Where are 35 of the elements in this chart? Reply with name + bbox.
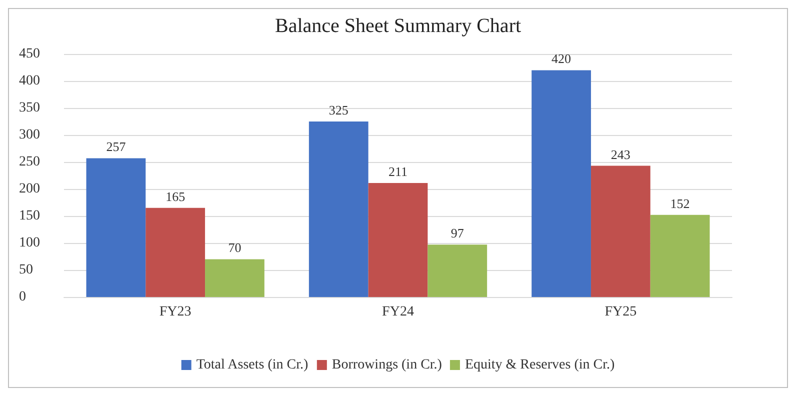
y-tick-label: 450 — [19, 46, 40, 62]
data-label: 325 — [328, 102, 348, 118]
y-tick-label: 400 — [19, 74, 40, 88]
y-tick-label: 200 — [19, 182, 40, 196]
data-label: 420 — [552, 51, 572, 66]
bar — [368, 183, 428, 297]
x-tick-label: FY24 — [382, 304, 414, 320]
x-tick-label: FY23 — [159, 304, 192, 320]
data-label: 211 — [388, 164, 408, 180]
legend-label: Total Assets (in Cr.) — [196, 358, 308, 372]
y-tick-label: 0 — [19, 290, 26, 304]
y-tick-label: 350 — [19, 100, 40, 116]
data-label: 257 — [106, 139, 126, 154]
bar — [86, 158, 146, 297]
bar — [532, 70, 591, 297]
chart-title: Balance Sheet Summary Chart — [274, 15, 522, 37]
bar — [428, 244, 488, 297]
bar — [590, 166, 650, 297]
data-label: 165 — [166, 188, 186, 204]
y-tick-label: 150 — [19, 208, 40, 224]
data-label: 70 — [228, 240, 242, 256]
data-label: 243 — [610, 146, 630, 162]
legend-label: Borrowings (in Cr.) — [332, 358, 442, 372]
bar — [146, 208, 206, 297]
data-label: 97 — [450, 226, 464, 241]
data-label: 152 — [670, 196, 690, 211]
legend-label: Equity & Reserves (in Cr.) — [464, 358, 615, 372]
bar — [205, 259, 264, 297]
x-tick-label: FY25 — [604, 304, 637, 320]
y-tick-label: 300 — [19, 128, 40, 142]
bar — [650, 214, 710, 297]
bar — [308, 122, 368, 297]
y-tick-label: 250 — [19, 154, 40, 170]
y-tick-label: 50 — [19, 262, 33, 278]
y-tick-label: 100 — [19, 236, 40, 250]
